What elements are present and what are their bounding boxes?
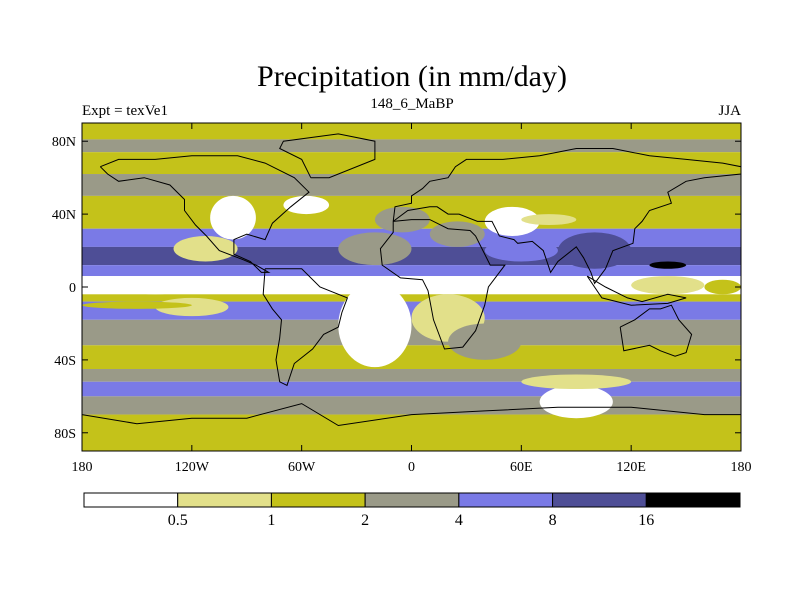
colorbar-swatch-5 bbox=[552, 492, 647, 508]
precip-band-1 bbox=[82, 139, 741, 153]
precip-patch-2 bbox=[283, 195, 330, 215]
coastline-3 bbox=[392, 148, 742, 285]
period-label: 148_6_MaBP bbox=[370, 96, 453, 112]
colorbar-label-4: 8 bbox=[549, 512, 557, 529]
precip-band-7 bbox=[82, 265, 741, 277]
precip-patch-8 bbox=[484, 239, 558, 262]
precip-band-13 bbox=[82, 369, 741, 382]
x-tick-label-6: 180 bbox=[731, 460, 752, 475]
coastline-5 bbox=[81, 403, 742, 452]
precip-band-8 bbox=[82, 276, 741, 295]
colorbar-swatch-2 bbox=[270, 492, 366, 508]
y-tick-label-1: 40N bbox=[52, 208, 76, 223]
precip-patch-20 bbox=[82, 301, 192, 309]
coastline-4 bbox=[619, 304, 693, 357]
precip-band-9 bbox=[82, 294, 741, 302]
y-tick-label-3: 40S bbox=[54, 354, 76, 369]
y-tick-label-0: 80N bbox=[52, 135, 76, 150]
precip-band-2 bbox=[82, 152, 741, 175]
precip-patch-13 bbox=[338, 283, 412, 368]
precip-patch-18 bbox=[631, 276, 705, 295]
precip-patch-6 bbox=[374, 206, 430, 233]
coastline-7 bbox=[586, 275, 687, 306]
colorbar-swatch-0 bbox=[83, 492, 179, 508]
precip-band-16 bbox=[82, 414, 741, 451]
precip-patch-16 bbox=[539, 385, 613, 419]
precip-band-15 bbox=[82, 396, 741, 415]
precip-patch-10 bbox=[649, 261, 687, 269]
x-tick-label-0: 180 bbox=[72, 460, 93, 475]
precip-band-11 bbox=[82, 319, 741, 346]
precip-patch-1 bbox=[210, 195, 256, 240]
precip-band-12 bbox=[82, 345, 741, 369]
y-tick-label-4: 80S bbox=[54, 427, 76, 442]
precip-band-10 bbox=[82, 301, 741, 320]
precip-patch-11 bbox=[484, 206, 540, 236]
x-tick-label-3: 0 bbox=[408, 460, 415, 475]
precip-patch-17 bbox=[521, 374, 632, 390]
precip-patch-4 bbox=[155, 297, 229, 317]
coastline-0 bbox=[99, 155, 310, 273]
map-axes: 80N 40N 0 40S 80S 180 120W 60W 0 60E 120E 180 bbox=[52, 123, 752, 475]
colorbar-label-1: 1 bbox=[267, 512, 275, 529]
colorbar-label-5: 16 bbox=[638, 512, 654, 529]
colorbar-label-3: 4 bbox=[455, 512, 463, 529]
precip-patch-0 bbox=[173, 235, 238, 262]
y-tick-label-2: 0 bbox=[69, 281, 76, 296]
x-tick-label-2: 60W bbox=[288, 460, 316, 475]
coastline-1 bbox=[262, 268, 349, 387]
x-tick-label-1: 120W bbox=[175, 460, 210, 475]
colorbar-swatch-3 bbox=[364, 492, 460, 508]
precip-patch-9 bbox=[557, 232, 632, 269]
colorbar-swatch-4 bbox=[458, 492, 554, 508]
colorbar-label-0: 0.5 bbox=[168, 512, 188, 529]
x-tick-label-4: 60E bbox=[510, 460, 533, 475]
precip-band-0 bbox=[82, 123, 741, 140]
experiment-label: Expt = texVe1 bbox=[82, 103, 168, 119]
coastline-6 bbox=[279, 133, 376, 179]
colorbar-label-2: 2 bbox=[361, 512, 369, 529]
colorbar: 0.5 1 2 4 8 16 bbox=[83, 492, 741, 529]
precip-patch-12 bbox=[521, 214, 577, 226]
coastline-2 bbox=[379, 219, 506, 350]
precip-patch-7 bbox=[429, 221, 485, 247]
precip-patch-5 bbox=[338, 232, 412, 266]
coastlines bbox=[81, 133, 742, 452]
precip-patch-3 bbox=[118, 279, 192, 295]
x-tick-label-5: 120E bbox=[616, 460, 646, 475]
colorbar-swatch-1 bbox=[177, 492, 272, 508]
precip-patch-19 bbox=[704, 279, 741, 295]
precipitation-map bbox=[82, 123, 741, 451]
precip-band-14 bbox=[82, 381, 741, 397]
season-label: JJA bbox=[718, 103, 741, 119]
precip-patch-15 bbox=[448, 323, 522, 360]
colorbar-swatch-6 bbox=[645, 492, 741, 508]
precip-band-3 bbox=[82, 174, 741, 196]
plot-title: Precipitation (in mm/day) bbox=[257, 60, 567, 93]
